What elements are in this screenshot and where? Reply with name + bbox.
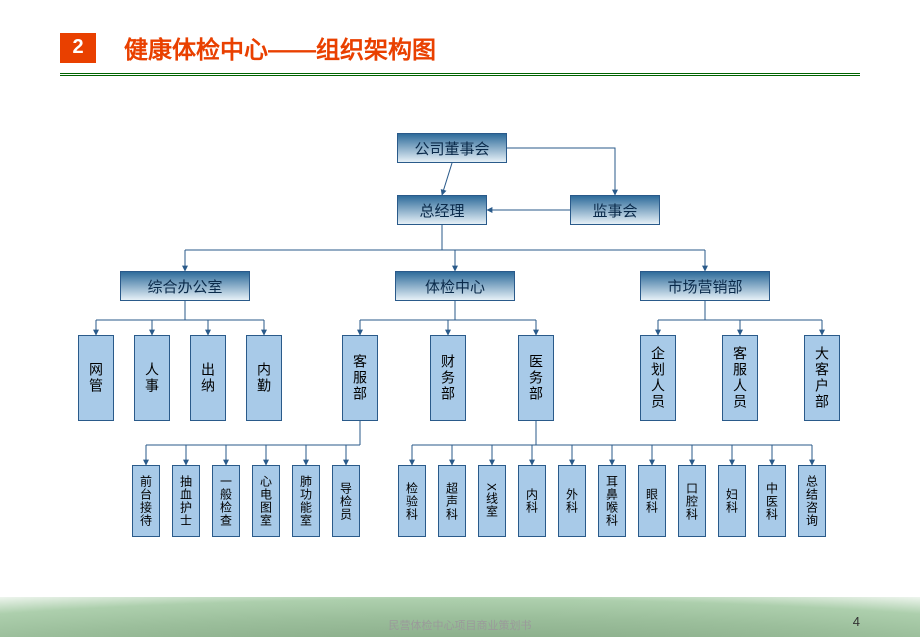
org-node-label: 客服部 xyxy=(350,354,370,402)
org-node-label: 耳鼻喉科 xyxy=(604,475,621,527)
org-node-label: 口腔科 xyxy=(684,482,701,521)
org-node-label: 抽血护士 xyxy=(178,475,195,527)
org-node-gm: 总经理 xyxy=(397,195,487,225)
org-node-m3: 大客户部 xyxy=(804,335,840,421)
org-node-label: 客服人员 xyxy=(730,346,750,410)
org-node-label: 外科 xyxy=(564,488,581,514)
org-node-center: 体检中心 xyxy=(395,271,515,301)
org-node-label: 医务部 xyxy=(526,354,546,402)
org-node-label: 人事 xyxy=(142,362,162,394)
org-node-d5: 外科 xyxy=(558,465,586,537)
org-node-d8: 口腔科 xyxy=(678,465,706,537)
org-node-d9: 妇科 xyxy=(718,465,746,537)
org-node-s5: 肺功能室 xyxy=(292,465,320,537)
org-node-d10: 中医科 xyxy=(758,465,786,537)
org-node-board: 公司董事会 xyxy=(397,133,507,163)
org-node-label: 网管 xyxy=(86,362,106,394)
org-node-label: 市场营销部 xyxy=(667,276,742,297)
org-node-o3: 出纳 xyxy=(190,335,226,421)
slide-header: 2 健康体检中心——组织架构图 xyxy=(0,0,920,73)
org-node-label: 综合办公室 xyxy=(147,276,222,297)
org-node-label: 一般检查 xyxy=(218,475,235,527)
org-node-d11: 总结咨询 xyxy=(798,465,826,537)
org-node-label: 总结咨询 xyxy=(804,475,821,527)
section-number-badge: 2 xyxy=(60,33,96,63)
org-chart: 公司董事会总经理 监事会综合办公室 体检中心 市场营销部网管 人事 出纳 内勤 客服部 财务部 医… xyxy=(0,115,920,605)
org-node-label: 监事会 xyxy=(592,200,637,221)
org-node-label: 超声科 xyxy=(444,482,461,521)
org-node-s4: 心电图室 xyxy=(252,465,280,537)
org-node-label: 公司董事会 xyxy=(414,138,489,159)
org-node-o1: 网管 xyxy=(78,335,114,421)
org-node-c1: 客服部 xyxy=(342,335,378,421)
org-node-label: 妇科 xyxy=(724,488,741,514)
org-node-s3: 一般检查 xyxy=(212,465,240,537)
org-node-office: 综合办公室 xyxy=(120,271,250,301)
org-node-o4: 内勤 xyxy=(246,335,282,421)
org-node-s6: 导检员 xyxy=(332,465,360,537)
org-node-label: 心电图室 xyxy=(258,475,275,527)
org-node-label: 企划人员 xyxy=(648,346,668,410)
org-node-label: 财务部 xyxy=(438,354,458,402)
page-number: 4 xyxy=(853,614,860,629)
section-title: 健康体检中心——组织架构图 xyxy=(124,30,436,65)
org-node-label: X线室 xyxy=(484,483,501,518)
org-node-label: 前台接待 xyxy=(138,475,155,527)
org-node-label: 体检中心 xyxy=(425,276,485,297)
org-node-m2: 客服人员 xyxy=(722,335,758,421)
org-node-o2: 人事 xyxy=(134,335,170,421)
org-node-d2: 超声科 xyxy=(438,465,466,537)
org-node-label: 导检员 xyxy=(338,482,355,521)
org-node-marketing: 市场营销部 xyxy=(640,271,770,301)
org-node-supervisory: 监事会 xyxy=(570,195,660,225)
org-node-d4: 内科 xyxy=(518,465,546,537)
org-node-label: 肺功能室 xyxy=(298,475,315,527)
org-node-m1: 企划人员 xyxy=(640,335,676,421)
org-node-label: 眼科 xyxy=(644,488,661,514)
org-node-d3: X线室 xyxy=(478,465,506,537)
org-node-label: 内勤 xyxy=(254,362,274,394)
org-node-label: 内科 xyxy=(524,488,541,514)
title-rule xyxy=(60,73,860,76)
org-node-s2: 抽血护士 xyxy=(172,465,200,537)
org-node-c2: 财务部 xyxy=(430,335,466,421)
org-node-label: 大客户部 xyxy=(812,346,832,410)
org-node-label: 检验科 xyxy=(404,482,421,521)
org-node-label: 总经理 xyxy=(419,200,464,221)
org-node-d1: 检验科 xyxy=(398,465,426,537)
org-node-d7: 眼科 xyxy=(638,465,666,537)
org-node-label: 中医科 xyxy=(764,482,781,521)
org-node-label: 出纳 xyxy=(198,362,218,394)
org-node-c3: 医务部 xyxy=(518,335,554,421)
org-node-d6: 耳鼻喉科 xyxy=(598,465,626,537)
org-node-s1: 前台接待 xyxy=(132,465,160,537)
footer-text: 民营体检中心项目商业策划书 xyxy=(0,617,920,633)
